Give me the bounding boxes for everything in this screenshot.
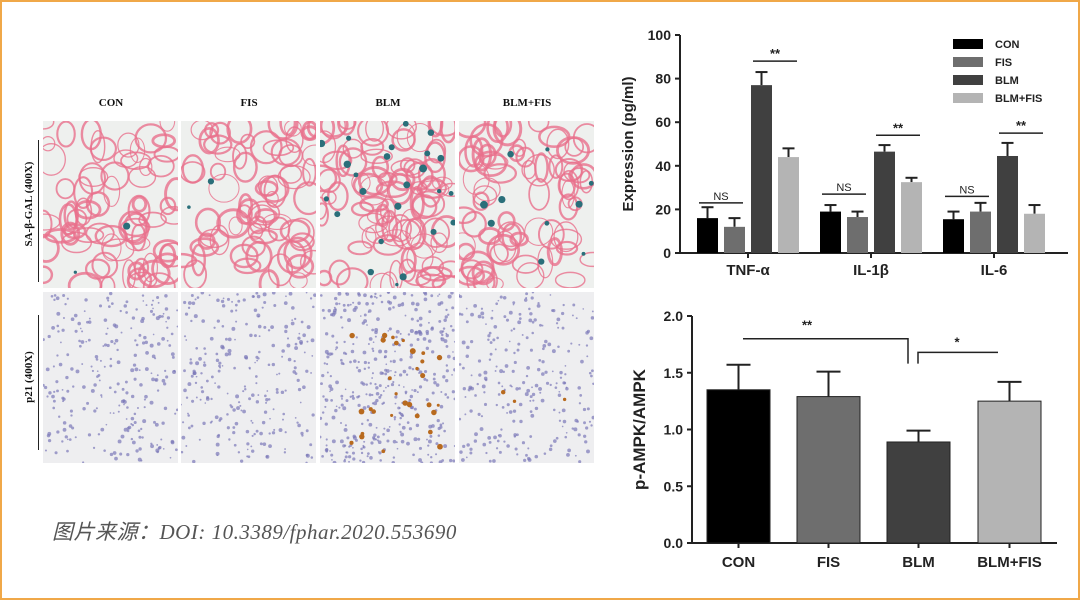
y-tick-label: 100 <box>648 27 672 43</box>
y-tick-label: 0 <box>663 245 671 261</box>
x-tick-label: CON <box>722 554 755 571</box>
bar-blm <box>874 151 895 253</box>
y-tick-label: 1.0 <box>664 422 684 438</box>
y-tick-label: 40 <box>655 158 671 174</box>
significance-label: * <box>954 334 960 349</box>
bar-blm-fis <box>1024 213 1045 253</box>
legend-label: BLM <box>995 75 1019 87</box>
y-tick-label: 0.0 <box>664 535 684 551</box>
y-tick-label: 80 <box>655 71 671 87</box>
significance-bracket <box>917 351 998 364</box>
y-tick-label: 60 <box>655 114 671 130</box>
legend-swatch <box>953 75 983 85</box>
significance-bracket <box>743 337 909 364</box>
x-tick-label: BLM+FIS <box>977 554 1042 571</box>
legend-swatch <box>953 93 983 103</box>
bar-con <box>697 218 718 253</box>
micrograph-sa-beta-gal-con <box>43 121 178 288</box>
significance-label: ** <box>1016 118 1027 133</box>
x-tick-label: BLM <box>902 554 935 571</box>
bar-fis <box>970 211 991 253</box>
y-axis-label: Expression (pg/ml) <box>620 76 637 211</box>
significance-label: ** <box>893 120 904 135</box>
bar-blm-fis <box>778 157 799 253</box>
micrograph-p21-fis <box>181 292 316 463</box>
significance-label: NS <box>959 184 974 196</box>
significance-label: NS <box>836 182 851 194</box>
row-divider-line <box>38 315 39 450</box>
micrograph-sa-beta-gal-fis <box>181 121 316 288</box>
bar-fis <box>847 217 868 253</box>
bar-blm <box>997 155 1018 253</box>
y-tick-label: 2.0 <box>664 308 684 324</box>
column-label-blm: BLM <box>375 97 401 109</box>
bar-blm <box>751 85 772 253</box>
micrograph-p21-blm-fis <box>459 292 594 463</box>
legend-label: CON <box>995 39 1020 51</box>
x-tick-label: IL-6 <box>981 262 1008 279</box>
bar-con <box>706 389 771 544</box>
micrograph-sa-beta-gal-blm <box>320 121 455 288</box>
micrograph-p21-blm <box>320 292 455 463</box>
micrograph-sa-beta-gal-blm-fis <box>459 121 594 288</box>
image-source-caption: 图片来源：DOI: 10.3389/fphar.2020.553690 <box>52 520 457 544</box>
legend-swatch <box>953 57 983 67</box>
bar-blm-fis <box>901 182 922 253</box>
column-label-fis: FIS <box>240 97 258 109</box>
bar-fis <box>796 396 861 544</box>
significance-label: ** <box>770 46 781 61</box>
column-label-blm-fis: BLM+FIS <box>502 97 552 109</box>
legend-label: FIS <box>995 57 1012 69</box>
legend-swatch <box>953 39 983 49</box>
bar-con <box>820 211 841 253</box>
row-divider-line <box>38 140 39 282</box>
bar-blm <box>886 441 951 544</box>
micrograph-p21-con <box>43 292 178 463</box>
y-tick-label: 1.5 <box>664 365 684 381</box>
column-label-con: CON <box>98 97 124 109</box>
y-axis-label: p-AMPK/AMPK <box>630 368 649 490</box>
bar-fis <box>724 226 745 253</box>
y-tick-label: 0.5 <box>664 478 684 494</box>
significance-label: ** <box>802 318 813 333</box>
significance-label: NS <box>713 191 728 203</box>
x-tick-label: TNF-α <box>726 262 770 279</box>
bar-blm-fis <box>977 400 1042 544</box>
x-tick-label: IL-1β <box>853 262 889 279</box>
legend-label: BLM+FIS <box>995 93 1042 105</box>
bar-con <box>943 219 964 253</box>
y-tick-label: 20 <box>655 201 671 217</box>
x-tick-label: FIS <box>817 554 840 571</box>
